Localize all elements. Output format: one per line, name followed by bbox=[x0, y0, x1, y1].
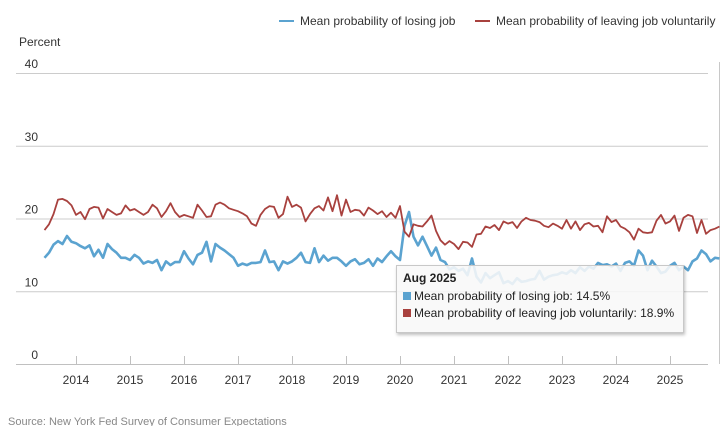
source-note: Source: New York Fed Survey of Consumer … bbox=[8, 416, 287, 426]
gridlines bbox=[16, 73, 708, 365]
tooltip: Aug 2025 Mean probability of losing job:… bbox=[396, 265, 684, 333]
tooltip-text-leaving-job: Mean probability of leaving job voluntar… bbox=[414, 306, 675, 320]
y-tick-label: 10 bbox=[25, 275, 39, 289]
tooltip-text-losing-job: Mean probability of losing job: 14.5% bbox=[414, 289, 611, 303]
x-tick-label: 2014 bbox=[63, 373, 90, 387]
y-tick-label: 30 bbox=[25, 130, 39, 144]
x-tick-label: 2017 bbox=[225, 373, 252, 387]
y-tick-label: 20 bbox=[25, 203, 39, 217]
y-tick-label: 40 bbox=[25, 57, 39, 71]
legend-label-losing-job: Mean probability of losing job bbox=[300, 14, 456, 28]
x-tick-label: 2016 bbox=[171, 373, 198, 387]
legend-label-leaving-job: Mean probability of leaving job voluntar… bbox=[496, 14, 715, 28]
tooltip-swatch-losing-job bbox=[403, 292, 411, 300]
tooltip-row-leaving-job: Mean probability of leaving job voluntar… bbox=[403, 306, 677, 320]
y-tick-label: 0 bbox=[31, 348, 38, 362]
x-tick-label: 2020 bbox=[387, 373, 414, 387]
y-axis-title: Percent bbox=[19, 35, 61, 49]
legend: Mean probability of losing job Mean prob… bbox=[279, 14, 715, 28]
legend-item-leaving-job[interactable]: Mean probability of leaving job voluntar… bbox=[475, 14, 715, 28]
x-tick-label: 2015 bbox=[117, 373, 144, 387]
x-tick-label: 2024 bbox=[603, 373, 630, 387]
legend-item-losing-job[interactable]: Mean probability of losing job bbox=[279, 14, 456, 28]
tooltip-row-losing-job: Mean probability of losing job: 14.5% bbox=[403, 289, 677, 303]
series-line-leaving-job[interactable] bbox=[43, 194, 720, 251]
x-tick-label: 2025 bbox=[657, 373, 684, 387]
series-lines bbox=[43, 194, 720, 286]
x-tick-label: 2018 bbox=[279, 373, 306, 387]
tooltip-swatch-leaving-job bbox=[403, 309, 411, 317]
tooltip-title: Aug 2025 bbox=[403, 271, 457, 285]
x-tick-labels: 2014 2015 2016 2017 2018 2019 2020 2021 2022 2023… bbox=[63, 356, 684, 387]
x-tick-label: 2022 bbox=[495, 373, 522, 387]
x-tick-label: 2021 bbox=[441, 373, 468, 387]
x-tick-label: 2023 bbox=[549, 373, 576, 387]
y-tick-labels: 0 10 20 30 40 bbox=[25, 57, 39, 362]
series-line-losing-job[interactable] bbox=[43, 210, 720, 286]
x-tick-label: 2019 bbox=[333, 373, 360, 387]
